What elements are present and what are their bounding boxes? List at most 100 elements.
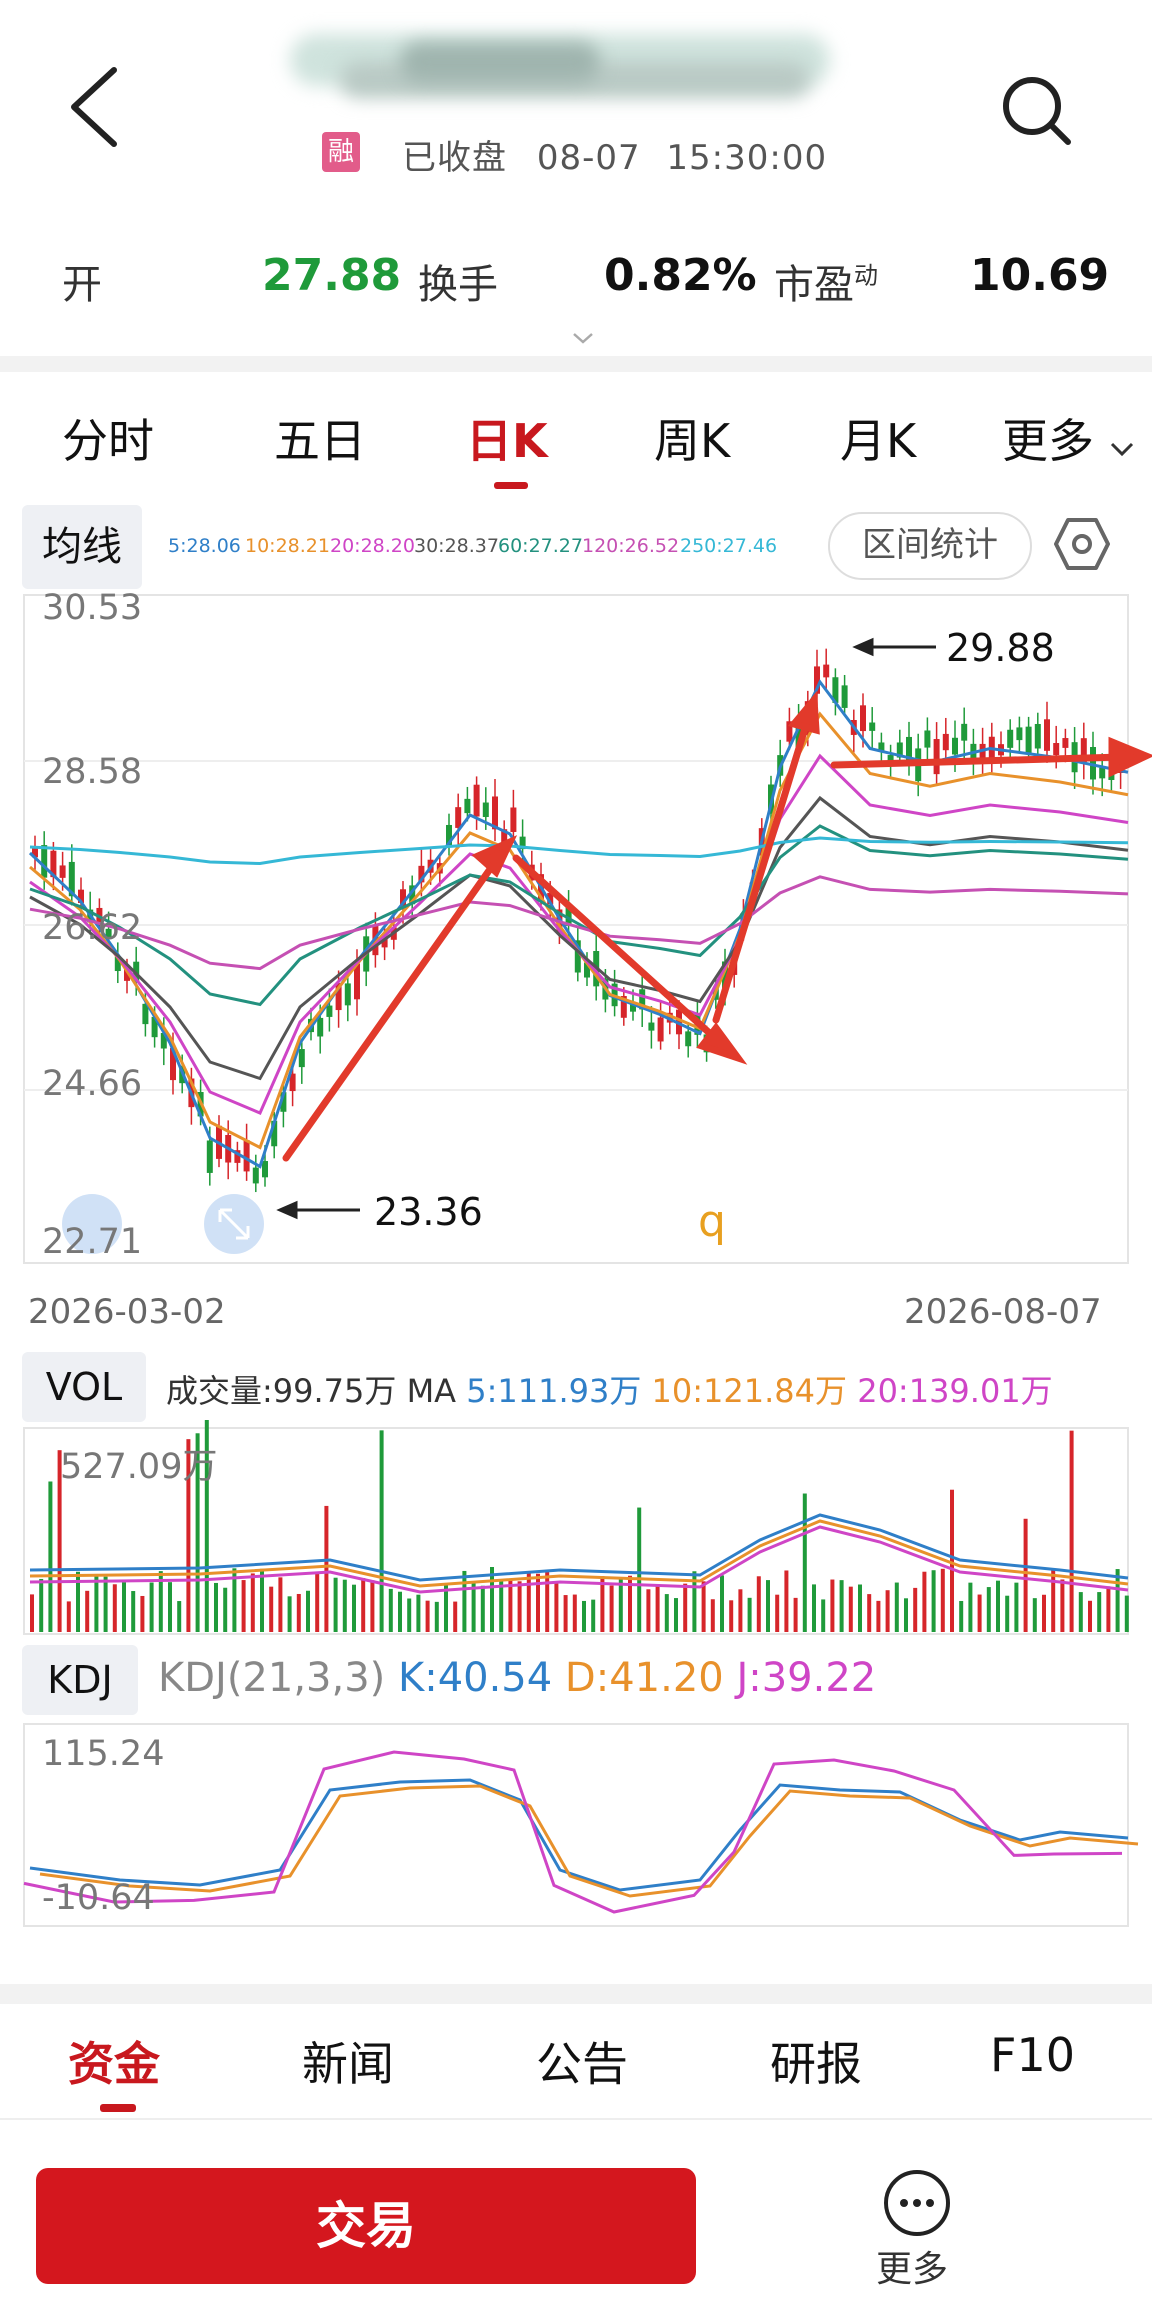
candle-body	[1034, 723, 1041, 749]
candle-body	[519, 836, 526, 850]
volume-bar	[462, 1570, 467, 1632]
vol-indicator-button[interactable]: VOL	[22, 1352, 146, 1422]
volume-bar	[683, 1583, 688, 1632]
candle-body	[243, 1140, 250, 1172]
volume-bar	[379, 1430, 384, 1632]
margin-trading-badge: 融	[322, 132, 360, 172]
volume-bar	[674, 1598, 678, 1632]
candle-body	[574, 940, 581, 973]
tab-more[interactable]: 更多	[1002, 405, 1135, 471]
volume-bar	[1005, 1595, 1010, 1632]
pe-value: 10.69	[970, 250, 1110, 301]
candle-body	[78, 889, 84, 903]
volume-bar	[940, 1568, 945, 1632]
candle-body	[584, 962, 590, 978]
ma-line	[29, 711, 1129, 1150]
candle-body	[68, 861, 75, 897]
volume-bar	[1060, 1579, 1065, 1632]
volume-bar	[269, 1586, 274, 1632]
divider	[0, 2118, 1152, 2120]
tab-f10[interactable]: F10	[990, 2028, 1075, 2082]
search-icon[interactable]	[996, 70, 1076, 150]
open-value: 27.88	[262, 250, 402, 301]
tab-wuri[interactable]: 五日	[274, 414, 366, 468]
candle-body	[841, 685, 848, 708]
price-axis-label: 22.71	[42, 1222, 143, 1262]
ma120-value: 120:26.52	[582, 535, 680, 557]
volume-chart[interactable]	[0, 1420, 1152, 1640]
candle-body	[979, 743, 986, 761]
low-price-annotation: 23.36	[374, 1190, 483, 1234]
settings-hexagon-icon[interactable]	[1054, 516, 1110, 572]
candlestick-chart[interactable]	[0, 580, 1152, 1300]
volume-bar	[499, 1581, 504, 1632]
volume-bar	[563, 1595, 568, 1632]
volume-bar	[830, 1579, 835, 1632]
volume-bar	[1051, 1570, 1056, 1632]
tab-fenshi[interactable]: 分时	[62, 414, 154, 468]
volume-ma-line	[29, 1513, 1129, 1582]
back-arrow-icon[interactable]	[62, 62, 126, 152]
volume-bar	[352, 1584, 356, 1632]
volume-bar	[1023, 1518, 1028, 1632]
candle-body	[206, 1140, 213, 1173]
candle-body	[142, 1003, 149, 1025]
volume-bar	[1097, 1592, 1102, 1632]
volume-bar	[959, 1600, 964, 1632]
kdj-chart[interactable]	[0, 1720, 1152, 1930]
volume-bar	[204, 1420, 209, 1632]
volume-bar	[821, 1599, 826, 1632]
candle-body	[446, 824, 452, 848]
volume-bar	[333, 1577, 338, 1632]
price-axis-label: 30.53	[42, 588, 143, 628]
volume-bar	[149, 1582, 154, 1632]
tab-more-label: 更多	[1002, 414, 1094, 468]
candle-body	[878, 742, 885, 751]
volume-bar	[894, 1582, 899, 1632]
tab-funds[interactable]: 资金	[68, 2037, 160, 2091]
volume-bar	[122, 1582, 126, 1632]
end-date-label: 2026-08-07	[904, 1292, 1102, 1332]
candle-body	[344, 983, 351, 1006]
tab-news[interactable]: 新闻	[302, 2037, 394, 2091]
more-label[interactable]: 更多	[876, 2249, 949, 2290]
tab-monthly-k[interactable]: 月K	[840, 414, 917, 468]
ma-label[interactable]: 均线	[22, 505, 142, 589]
chevron-down-icon[interactable]	[572, 332, 594, 344]
volume-bar	[922, 1571, 927, 1632]
expand-circle-icon[interactable]	[62, 1194, 122, 1254]
candle-body	[620, 996, 627, 1018]
ma250-value: 250:27.46	[680, 535, 778, 557]
candle-body	[289, 1073, 296, 1092]
volume-bar	[986, 1587, 991, 1632]
candle-body	[1090, 747, 1096, 780]
trade-button[interactable]: 交易	[36, 2168, 696, 2284]
tab-announcements[interactable]: 公告	[536, 2037, 628, 2091]
tab-daily-k[interactable]: 日K	[466, 414, 548, 468]
ma-line	[29, 836, 1129, 866]
high-price-annotation: 29.88	[946, 626, 1055, 670]
volume-bar	[1069, 1430, 1074, 1632]
volume-bar	[582, 1600, 586, 1632]
volume-bar	[480, 1585, 485, 1632]
candle-body	[124, 969, 130, 981]
volume-bar	[361, 1578, 366, 1632]
candle-body	[50, 850, 57, 878]
range-stats-button[interactable]: 区间统计	[828, 512, 1032, 580]
more-dots-icon[interactable]	[882, 2168, 952, 2238]
volume-bar	[591, 1599, 596, 1632]
tab-weekly-k[interactable]: 周K	[654, 414, 731, 468]
tab-research[interactable]: 研报	[770, 2037, 862, 2091]
candle-body	[354, 963, 360, 1000]
volume-bar	[931, 1570, 936, 1632]
volume-bar	[434, 1601, 439, 1632]
candle-body	[464, 798, 471, 814]
vol-summary-prefix: 成交量:99.75万 MA	[166, 1372, 457, 1410]
candle-body	[151, 1016, 158, 1038]
kdj-indicator-button[interactable]: KDJ	[22, 1645, 138, 1715]
volume-bar	[867, 1594, 872, 1632]
candle-body	[565, 907, 572, 926]
candle-body	[326, 1005, 333, 1017]
volume-bar	[232, 1568, 237, 1632]
candle-body	[298, 1049, 305, 1068]
